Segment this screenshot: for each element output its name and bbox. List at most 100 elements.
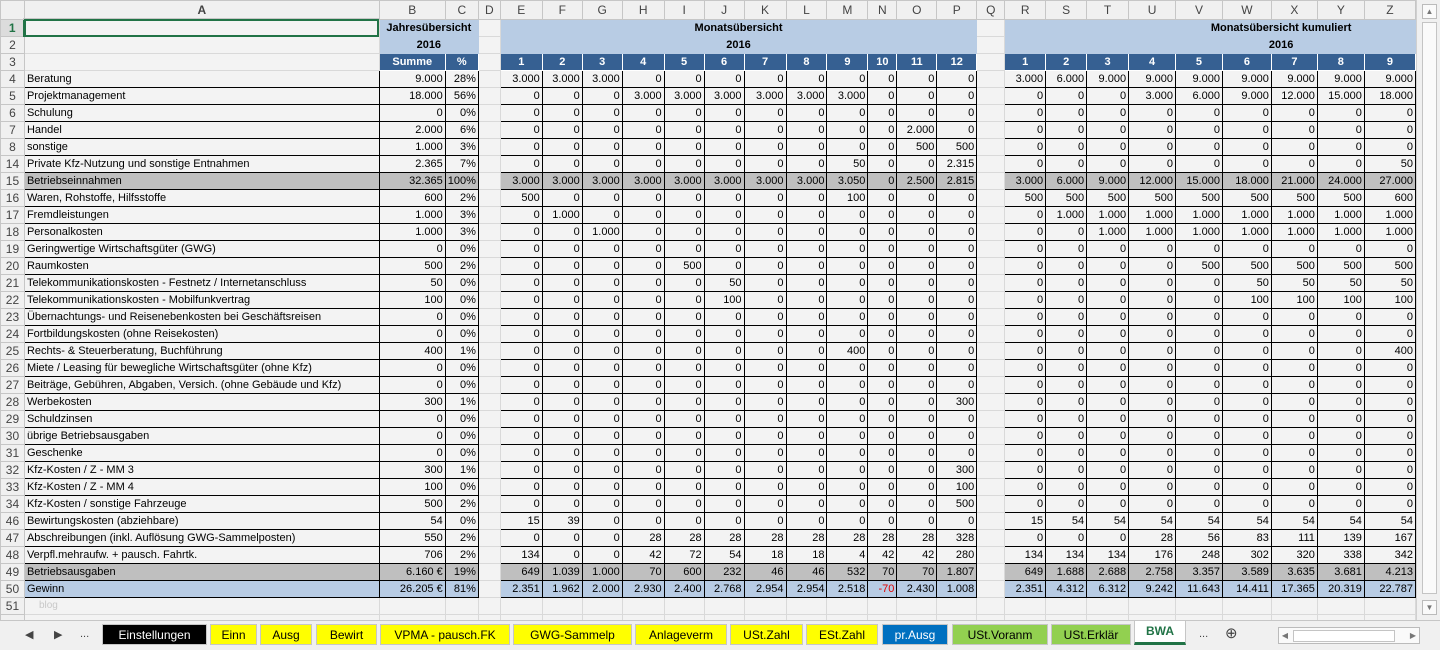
month-value[interactable]: 0	[867, 444, 898, 462]
annual-percent[interactable]: 56%	[444, 87, 479, 105]
month-value[interactable]: 0	[743, 427, 787, 445]
column-header-y[interactable]: Y	[1316, 0, 1365, 20]
sheet-tab-est-zahl[interactable]: ESt.Zahl	[806, 624, 878, 645]
month-value[interactable]: 0	[621, 461, 665, 479]
month-value[interactable]: 0	[867, 308, 898, 326]
annual-percent[interactable]: 2%	[444, 546, 479, 564]
month-value[interactable]: 328	[936, 529, 978, 547]
cell[interactable]	[477, 206, 501, 224]
month-value[interactable]: 0	[581, 87, 623, 105]
sheet-tab-bwa[interactable]: BWA	[1134, 621, 1186, 645]
cumulative-value[interactable]: 3.589	[1221, 563, 1272, 581]
cumulative-value[interactable]: 1.000	[1363, 223, 1416, 241]
cumulative-value[interactable]: 167	[1363, 529, 1416, 547]
month-value[interactable]: 0	[703, 376, 745, 394]
row-label[interactable]: Schulung	[23, 104, 380, 122]
cell[interactable]	[477, 478, 501, 496]
month-value[interactable]: 0	[581, 240, 623, 258]
cumulative-value[interactable]: 338	[1316, 546, 1365, 564]
annual-sum[interactable]: 500	[378, 495, 446, 513]
cumulative-value[interactable]: 0	[1270, 104, 1318, 122]
cumulative-value[interactable]: 0	[1086, 376, 1130, 394]
month-value[interactable]: 0	[663, 121, 705, 139]
cumulative-value[interactable]: 0	[1086, 427, 1130, 445]
month-value[interactable]: 0	[541, 274, 583, 292]
cell[interactable]	[477, 427, 501, 445]
month-value[interactable]: 0	[703, 308, 745, 326]
month-value[interactable]: 0	[896, 342, 938, 360]
month-value[interactable]: 2.430	[896, 580, 938, 598]
month-value[interactable]: 0	[785, 308, 828, 326]
month-value[interactable]: 0	[541, 291, 583, 309]
month-value[interactable]: 39	[541, 512, 583, 530]
scrollbar-thumb[interactable]	[1422, 22, 1437, 594]
month-value[interactable]: 0	[541, 189, 583, 207]
cell[interactable]	[976, 155, 1006, 173]
month-value[interactable]: 0	[621, 325, 665, 343]
month-value[interactable]: 0	[785, 189, 828, 207]
row-label[interactable]: Werbekosten	[23, 393, 380, 411]
column-header-o[interactable]: O	[896, 0, 938, 20]
month-value[interactable]: 42	[621, 546, 665, 564]
cumulative-value[interactable]: 0	[1045, 427, 1088, 445]
cumulative-value[interactable]: 56	[1175, 529, 1223, 547]
cumulative-value[interactable]: 14.411	[1221, 580, 1272, 598]
month-value[interactable]: 0	[499, 155, 543, 173]
row-label[interactable]: Private Kfz-Nutzung und sonstige Entnahm…	[23, 155, 380, 173]
month-value[interactable]: 3.000	[581, 172, 623, 190]
cell[interactable]	[976, 325, 1006, 343]
month-value[interactable]: 0	[581, 410, 623, 428]
cell[interactable]	[499, 597, 543, 615]
month-value[interactable]: 0	[896, 359, 938, 377]
month-value[interactable]: 0	[663, 206, 705, 224]
sheet-tab-einn[interactable]: Einn	[210, 624, 257, 645]
sheet-tab-vpma-pausch-fk[interactable]: VPMA - pausch.FK	[380, 624, 510, 645]
vertical-scrollbar[interactable]: ▲ ▼	[1416, 0, 1440, 620]
cumulative-value[interactable]: 54	[1363, 512, 1416, 530]
month-value[interactable]: 0	[936, 70, 978, 88]
cumulative-value[interactable]: 0	[1004, 393, 1047, 411]
cumulative-value[interactable]: 0	[1175, 155, 1223, 173]
cell[interactable]	[976, 104, 1006, 122]
cumulative-value[interactable]: 0	[1175, 342, 1223, 360]
cell[interactable]	[826, 597, 869, 615]
cell[interactable]	[976, 189, 1006, 207]
row-header[interactable]: 30	[0, 427, 25, 445]
cumulative-value[interactable]: 20.319	[1316, 580, 1365, 598]
cumulative-value[interactable]: 0	[1004, 206, 1047, 224]
annual-percent[interactable]: 2%	[444, 257, 479, 275]
month-value[interactable]: 0	[581, 308, 623, 326]
annual-percent[interactable]: 0%	[444, 410, 479, 428]
cumulative-value[interactable]: 0	[1045, 240, 1088, 258]
month-value[interactable]: 0	[936, 274, 978, 292]
annual-sum[interactable]: 0	[378, 308, 446, 326]
cumulative-value[interactable]: 0	[1086, 308, 1130, 326]
month-value[interactable]: 0	[743, 206, 787, 224]
month-value[interactable]: 2.930	[621, 580, 665, 598]
cumulative-value[interactable]: 0	[1175, 138, 1223, 156]
month-value[interactable]: 0	[936, 189, 978, 207]
month-value[interactable]: 0	[867, 172, 898, 190]
cell[interactable]	[896, 597, 938, 615]
row-label[interactable]: Rechts- & Steuerberatung, Buchführung	[23, 342, 380, 360]
cell[interactable]	[477, 529, 501, 547]
cell[interactable]	[477, 597, 501, 615]
annual-percent[interactable]: 7%	[444, 155, 479, 173]
month-value[interactable]: 100	[703, 291, 745, 309]
row-header[interactable]: 50	[0, 580, 25, 598]
cell[interactable]	[1270, 597, 1318, 615]
cumulative-value[interactable]: 0	[1270, 478, 1318, 496]
month-value[interactable]: 0	[581, 291, 623, 309]
annual-percent[interactable]: 0%	[444, 325, 479, 343]
annual-percent[interactable]: 0%	[444, 512, 479, 530]
cumulative-value[interactable]: 9.242	[1128, 580, 1177, 598]
row-header[interactable]: 18	[0, 223, 25, 241]
month-value[interactable]: 1.000	[581, 563, 623, 581]
cell[interactable]	[976, 138, 1006, 156]
month-value[interactable]: 1.962	[541, 580, 583, 598]
annual-percent[interactable]: 2%	[444, 189, 479, 207]
cumulative-value[interactable]: 0	[1175, 376, 1223, 394]
month-value[interactable]: 0	[621, 121, 665, 139]
sheet-tab-gwg-sammelp[interactable]: GWG-Sammelp	[513, 624, 632, 645]
cumulative-value[interactable]: 1.000	[1128, 206, 1177, 224]
